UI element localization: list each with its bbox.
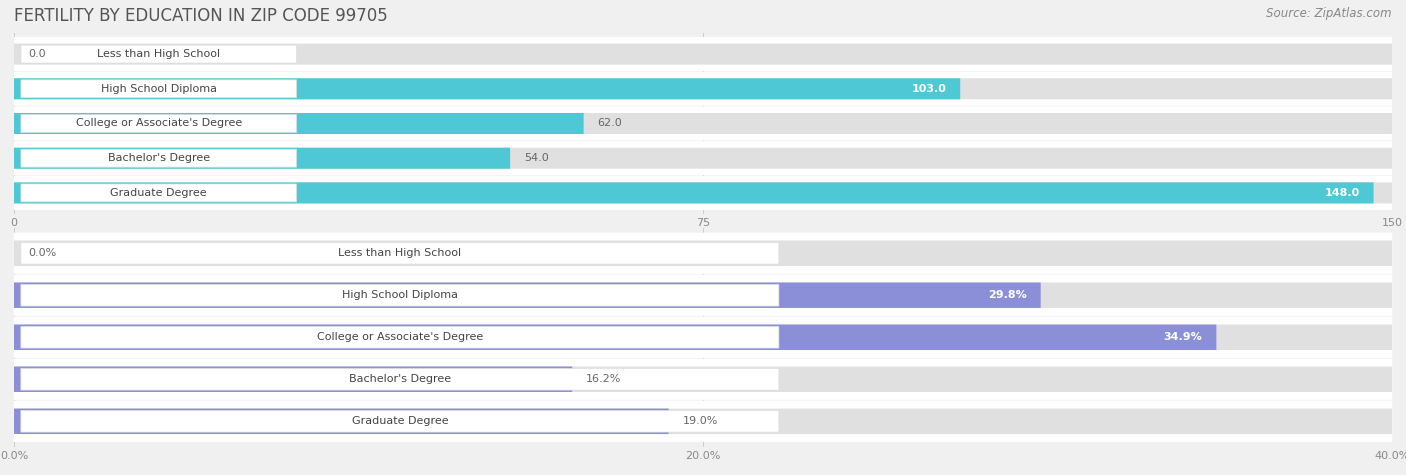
FancyBboxPatch shape <box>14 367 572 392</box>
Text: College or Associate's Degree: College or Associate's Degree <box>316 332 484 342</box>
Text: 34.9%: 34.9% <box>1164 332 1202 342</box>
FancyBboxPatch shape <box>14 367 1392 392</box>
FancyBboxPatch shape <box>14 72 1392 106</box>
Text: College or Associate's Degree: College or Associate's Degree <box>76 118 242 129</box>
FancyBboxPatch shape <box>21 369 779 390</box>
FancyBboxPatch shape <box>21 410 779 432</box>
Text: Source: ZipAtlas.com: Source: ZipAtlas.com <box>1267 7 1392 20</box>
FancyBboxPatch shape <box>21 326 779 348</box>
FancyBboxPatch shape <box>14 37 1392 71</box>
Text: 0.0%: 0.0% <box>28 248 56 258</box>
Text: High School Diploma: High School Diploma <box>101 84 217 94</box>
FancyBboxPatch shape <box>14 182 1374 203</box>
Text: 62.0: 62.0 <box>598 118 621 129</box>
FancyBboxPatch shape <box>14 283 1040 308</box>
FancyBboxPatch shape <box>14 106 1392 141</box>
Text: 29.8%: 29.8% <box>988 290 1026 300</box>
Text: Bachelor's Degree: Bachelor's Degree <box>108 153 209 163</box>
FancyBboxPatch shape <box>21 45 297 63</box>
Text: 19.0%: 19.0% <box>682 416 717 426</box>
Text: Graduate Degree: Graduate Degree <box>111 188 207 198</box>
FancyBboxPatch shape <box>14 148 510 169</box>
FancyBboxPatch shape <box>14 317 1392 358</box>
Text: High School Diploma: High School Diploma <box>342 290 458 300</box>
Text: 0.0: 0.0 <box>28 49 45 59</box>
FancyBboxPatch shape <box>14 113 583 134</box>
Text: Less than High School: Less than High School <box>97 49 221 59</box>
FancyBboxPatch shape <box>14 359 1392 400</box>
FancyBboxPatch shape <box>14 408 669 434</box>
FancyBboxPatch shape <box>21 114 297 133</box>
FancyBboxPatch shape <box>14 240 1392 266</box>
FancyBboxPatch shape <box>14 78 960 99</box>
Text: FERTILITY BY EDUCATION IN ZIP CODE 99705: FERTILITY BY EDUCATION IN ZIP CODE 99705 <box>14 7 388 25</box>
FancyBboxPatch shape <box>14 233 1392 274</box>
FancyBboxPatch shape <box>14 324 1216 350</box>
FancyBboxPatch shape <box>14 44 1392 65</box>
Text: 148.0: 148.0 <box>1324 188 1360 198</box>
FancyBboxPatch shape <box>14 176 1392 210</box>
FancyBboxPatch shape <box>14 324 1392 350</box>
FancyBboxPatch shape <box>14 141 1392 175</box>
Text: Graduate Degree: Graduate Degree <box>352 416 449 426</box>
FancyBboxPatch shape <box>14 78 1392 99</box>
FancyBboxPatch shape <box>14 275 1392 316</box>
FancyBboxPatch shape <box>21 149 297 167</box>
Text: Less than High School: Less than High School <box>339 248 461 258</box>
FancyBboxPatch shape <box>14 408 1392 434</box>
FancyBboxPatch shape <box>14 401 1392 442</box>
Text: 54.0: 54.0 <box>524 153 548 163</box>
FancyBboxPatch shape <box>14 283 1392 308</box>
FancyBboxPatch shape <box>14 113 1392 134</box>
FancyBboxPatch shape <box>14 148 1392 169</box>
FancyBboxPatch shape <box>21 285 779 306</box>
Text: 16.2%: 16.2% <box>586 374 621 384</box>
FancyBboxPatch shape <box>21 184 297 202</box>
Text: Bachelor's Degree: Bachelor's Degree <box>349 374 451 384</box>
FancyBboxPatch shape <box>21 242 779 264</box>
FancyBboxPatch shape <box>14 182 1392 203</box>
Text: 103.0: 103.0 <box>911 84 946 94</box>
FancyBboxPatch shape <box>21 80 297 98</box>
